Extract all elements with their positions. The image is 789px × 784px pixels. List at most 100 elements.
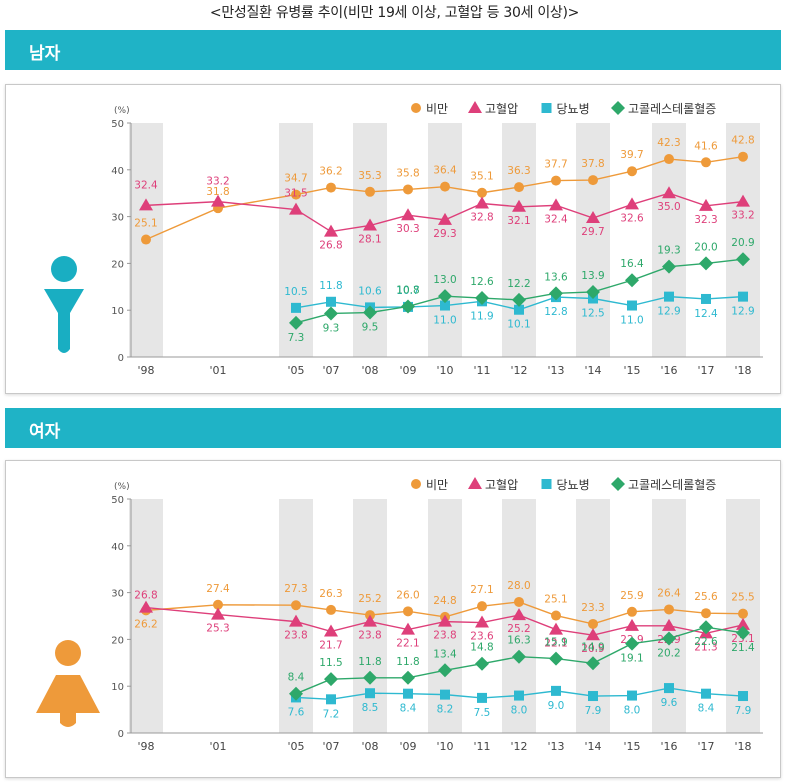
- x-tick-label: '12: [510, 740, 527, 753]
- data-point-obesity: [477, 187, 487, 198]
- data-label-cholesterol: 12.2: [507, 278, 530, 290]
- data-point-diabetes: [664, 683, 674, 694]
- data-point-obesity: [291, 189, 301, 200]
- x-tick-label: '10: [436, 740, 453, 753]
- data-label-hypertension: 29.3: [433, 228, 456, 240]
- data-point-hypertension: [512, 199, 526, 212]
- data-point-hypertension: [586, 628, 600, 641]
- legend-marker: [611, 477, 625, 491]
- data-label-obesity: 23.3: [581, 602, 604, 614]
- data-label-cholesterol: 7.3: [288, 332, 305, 344]
- data-point-diabetes: [514, 690, 524, 701]
- data-label-hypertension: 20.9: [581, 643, 604, 655]
- data-label-obesity: 25.1: [544, 594, 567, 606]
- data-point-obesity: [627, 606, 637, 617]
- female-section-header: 여자: [5, 408, 781, 448]
- data-label-cholesterol: 16.4: [620, 258, 644, 270]
- data-label-obesity: 26.3: [319, 588, 342, 600]
- data-point-obesity: [551, 175, 561, 186]
- legend-marker: [611, 101, 625, 115]
- x-tick-label: '08: [361, 740, 378, 753]
- legend-label: 고콜레스테롤혈증: [628, 478, 716, 492]
- x-tick-label: '16: [660, 364, 677, 377]
- legend-item-cholesterol: 고콜레스테롤혈증: [611, 101, 716, 116]
- data-label-cholesterol: 22.6: [694, 636, 718, 648]
- x-tick-label: '01: [209, 364, 226, 377]
- x-tick-label: '15: [623, 740, 640, 753]
- data-label-hypertension: 26.8: [134, 590, 157, 602]
- y-axis-unit: (%): [114, 106, 130, 116]
- data-label-hypertension: 28.1: [358, 233, 381, 245]
- data-label-obesity: 42.8: [731, 135, 754, 147]
- y-tick-label: 30: [111, 213, 124, 224]
- legend-item-obesity: 비만: [411, 102, 448, 116]
- data-label-hypertension: 33.2: [206, 176, 229, 188]
- x-tick-label: '08: [361, 364, 378, 377]
- data-label-hypertension: 21.3: [694, 641, 717, 653]
- data-point-obesity: [514, 596, 524, 607]
- y-tick-label: 10: [111, 306, 124, 317]
- grid-column-band: [428, 123, 462, 357]
- data-point-cholesterol: [512, 292, 526, 307]
- female-chart: 0 10 20 30 40 50 (%) '98 '01 '05 '07 '08 '09 '10 '11 '1…: [36, 477, 763, 753]
- icon-head: [51, 256, 77, 282]
- data-point-cholesterol: [662, 259, 676, 274]
- data-label-cholesterol: 11.8: [396, 656, 419, 668]
- data-label-obesity: 35.1: [470, 171, 493, 183]
- legend-marker: [411, 479, 421, 489]
- data-label-hypertension: 32.1: [507, 215, 530, 227]
- data-label-hypertension: 32.6: [620, 212, 644, 224]
- x-tick-label: '14: [584, 740, 601, 753]
- data-label-obesity: 37.7: [544, 159, 567, 171]
- legend-label: 당뇨병: [557, 102, 590, 116]
- icon-body: [44, 289, 84, 353]
- data-label-diabetes: 10.1: [507, 319, 530, 331]
- data-point-hypertension: [662, 186, 676, 199]
- legend-label: 당뇨병: [557, 478, 590, 492]
- data-label-cholesterol: 13.9: [581, 270, 604, 282]
- legend-item-diabetes: 당뇨병: [541, 478, 590, 492]
- data-label-obesity: 24.8: [433, 595, 456, 607]
- data-label-hypertension: 32.3: [694, 214, 717, 226]
- male-person-icon: [44, 256, 84, 353]
- data-label-hypertension: 22.1: [544, 638, 567, 650]
- data-point-obesity: [627, 166, 637, 177]
- data-label-hypertension: 25.3: [206, 623, 229, 635]
- x-tick-label: '18: [734, 364, 751, 377]
- x-tick-label: '07: [322, 740, 339, 753]
- x-tick-label: '05: [287, 364, 304, 377]
- data-point-obesity: [365, 186, 375, 197]
- x-tick-label: '14: [584, 364, 601, 377]
- data-point-diabetes: [326, 296, 336, 307]
- data-label-hypertension: 22.1: [396, 638, 419, 650]
- data-label-diabetes: 12.5: [581, 308, 604, 320]
- data-point-cholesterol: [512, 649, 526, 664]
- data-point-cholesterol: [363, 670, 377, 685]
- data-point-cholesterol: [475, 656, 489, 671]
- data-point-cholesterol: [438, 289, 452, 304]
- y-tick-label: 20: [111, 635, 124, 646]
- x-tick-label: '05: [287, 740, 304, 753]
- grid-column-band: [652, 499, 686, 733]
- data-point-hypertension: [662, 618, 676, 631]
- data-label-hypertension: 25.2: [507, 623, 530, 635]
- data-label-obesity: 27.4: [206, 583, 230, 595]
- data-label-diabetes: 11.0: [433, 315, 456, 327]
- data-point-diabetes: [701, 293, 711, 304]
- data-label-obesity: 41.6: [694, 140, 718, 152]
- data-label-diabetes: 9.6: [661, 697, 678, 709]
- data-label-diabetes: 10.6: [358, 285, 382, 297]
- x-tick-label: '16: [660, 740, 677, 753]
- data-point-diabetes: [701, 688, 711, 699]
- y-tick-label: 10: [111, 682, 124, 693]
- data-point-cholesterol: [438, 663, 452, 678]
- data-point-obesity: [588, 618, 598, 629]
- data-point-hypertension: [289, 614, 303, 627]
- data-label-obesity: 25.2: [358, 593, 381, 605]
- y-tick-label: 50: [111, 119, 124, 130]
- data-point-obesity: [514, 182, 524, 193]
- data-label-cholesterol: 11.5: [319, 657, 342, 669]
- x-tick-label: '13: [547, 364, 564, 377]
- y-tick-label: 50: [111, 495, 124, 506]
- data-point-diabetes: [738, 691, 748, 702]
